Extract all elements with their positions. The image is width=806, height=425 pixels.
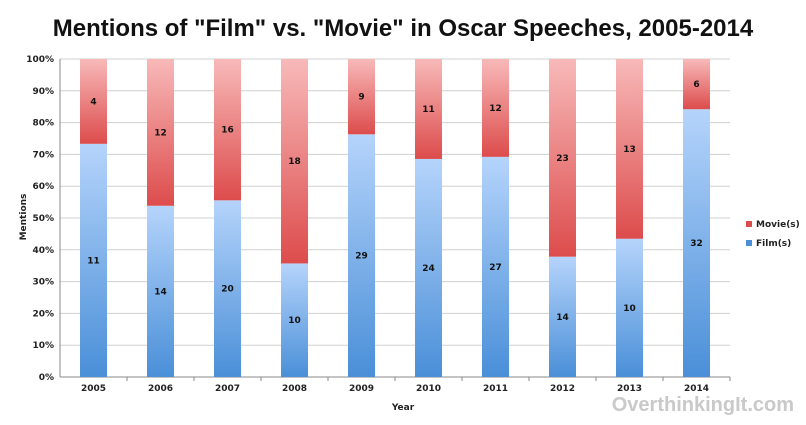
bar-film [683, 109, 710, 378]
data-label-film: 32 [690, 239, 703, 249]
bar-film [482, 156, 509, 377]
y-tick-label: 50% [32, 214, 54, 224]
chart-title: Mentions of "Film" vs. "Movie" in Oscar … [53, 15, 754, 42]
watermark: OverthinkingIt.com [612, 394, 794, 416]
x-tick-label: 2014 [684, 384, 709, 394]
data-label-movie: 13 [623, 145, 636, 155]
x-tick-label: 2005 [81, 384, 106, 394]
x-tick-label: 2009 [349, 384, 374, 394]
x-axis-title: Year [391, 403, 415, 413]
data-label-film: 11 [87, 256, 100, 266]
y-tick-label: 20% [32, 309, 54, 319]
bar-movie [348, 59, 375, 135]
bar-film [415, 158, 442, 377]
data-label-film: 24 [422, 264, 435, 274]
bar-film [348, 134, 375, 377]
bar-movie [482, 59, 509, 157]
data-label-film: 10 [623, 304, 636, 314]
bar-film [147, 205, 174, 377]
data-label-movie: 6 [693, 80, 699, 90]
y-tick-label: 30% [32, 278, 54, 288]
bar-film [616, 238, 643, 377]
x-tick-label: 2007 [215, 384, 240, 394]
y-axis-title: Mentions [19, 194, 29, 241]
y-tick-label: 70% [32, 150, 54, 160]
x-tick-label: 2008 [282, 384, 307, 394]
bar-movie [415, 59, 442, 159]
bar-film [80, 143, 107, 377]
bar-film [281, 263, 308, 377]
bar-movie [214, 59, 241, 201]
bar-movie [147, 59, 174, 206]
bar-movie [549, 59, 576, 257]
data-label-film: 27 [489, 263, 502, 273]
bar-movie [80, 59, 107, 144]
data-label-film: 29 [355, 252, 368, 262]
x-axis-ticks: 2005 2006 2007 2008 2009 2010 2011 2012 2013 2014 [81, 377, 731, 394]
legend-label-movie: Movie(s) [756, 220, 800, 230]
y-tick-label: 90% [32, 87, 54, 97]
data-label-movie: 9 [358, 93, 364, 103]
legend-label-film: Film(s) [756, 239, 791, 249]
data-label-movie: 12 [154, 128, 167, 138]
bar-film [549, 256, 576, 377]
bar-movie [683, 59, 710, 110]
legend-swatch-movie [746, 221, 752, 227]
bars: 11 4 14 12 20 16 10 18 29 9 24 11 27 12 14 23 10 13 32 6 [80, 59, 710, 378]
data-label-film: 14 [154, 287, 167, 297]
y-tick-label: 40% [32, 246, 54, 256]
legend: Movie(s) Film(s) [746, 220, 800, 249]
data-label-movie: 18 [288, 157, 301, 167]
y-tick-label: 80% [32, 119, 54, 129]
y-tick-label: 100% [26, 55, 54, 65]
data-label-movie: 23 [556, 154, 569, 164]
data-label-movie: 16 [221, 126, 234, 136]
legend-swatch-film [746, 240, 752, 246]
x-tick-label: 2012 [550, 384, 575, 394]
data-label-movie: 11 [422, 105, 435, 115]
data-label-movie: 4 [90, 97, 96, 107]
y-tick-label: 0% [39, 373, 54, 383]
bar-film [214, 200, 241, 377]
x-tick-label: 2010 [416, 384, 441, 394]
y-tick-label: 10% [32, 341, 54, 351]
data-label-movie: 12 [489, 104, 502, 114]
bar-movie [616, 59, 643, 239]
data-label-film: 10 [288, 316, 301, 326]
y-tick-label: 60% [32, 182, 54, 192]
bar-movie [281, 59, 308, 264]
data-label-film: 20 [221, 285, 234, 295]
y-axis-ticks: 0% 10% 20% 30% 40% 50% 60% 70% 80% 90% 100% [26, 55, 54, 383]
x-tick-label: 2011 [483, 384, 508, 394]
x-tick-label: 2006 [148, 384, 173, 394]
data-label-film: 14 [556, 313, 569, 323]
x-tick-label: 2013 [617, 384, 642, 394]
